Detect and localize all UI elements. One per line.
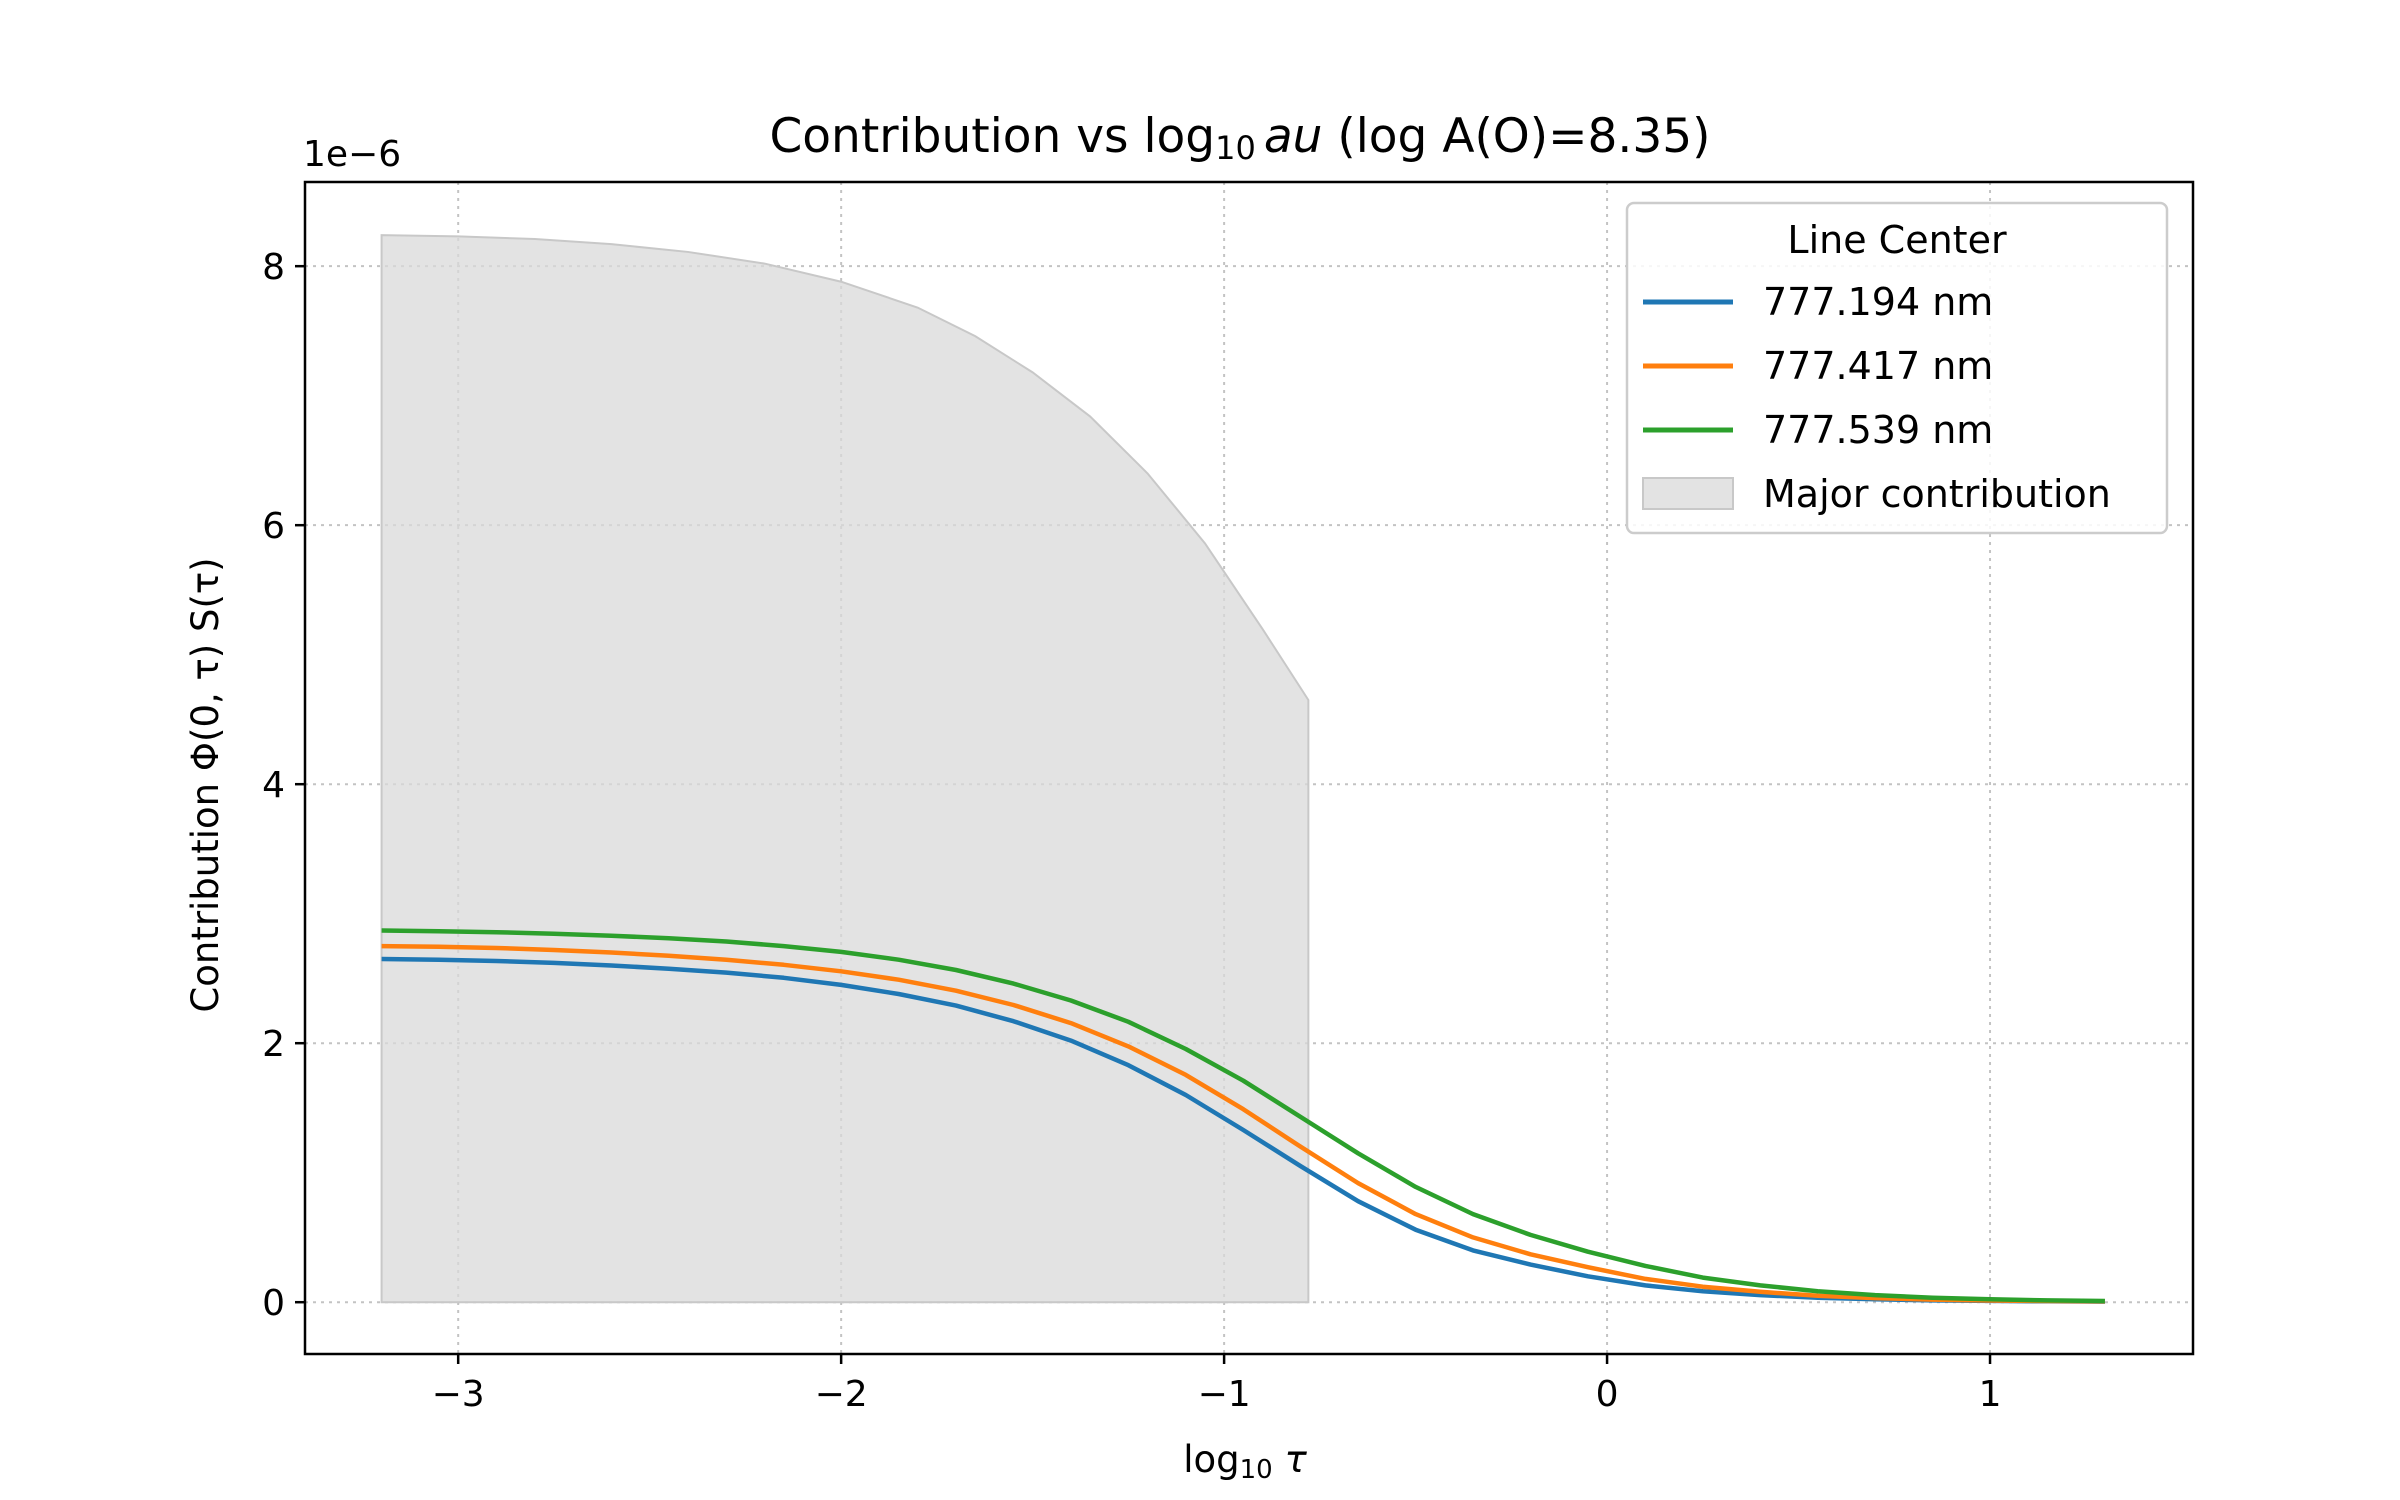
- xlabel-subscript: 10: [1240, 1455, 1273, 1485]
- series-line-1: [381, 943, 2105, 1304]
- x-tick-label-2: −1: [1198, 1374, 1251, 1415]
- y-tick-label-4: 8: [262, 247, 285, 288]
- x-tick-label-1: −2: [815, 1374, 868, 1415]
- chart-title: Contribution vs log10 au (log A(O)=8.35): [769, 109, 1710, 167]
- y-axis-label: Contribution Φ(0, τ) S(τ): [184, 557, 227, 1012]
- shaded-region-layer: [380, 234, 1310, 1304]
- x-axis-label: log10 τ: [1183, 1438, 1307, 1485]
- legend-label-777194: 777.194 nm: [1763, 280, 1993, 324]
- series-layer: [381, 928, 2105, 1304]
- y-offset-text: 1e−6: [303, 134, 401, 175]
- xlabel-part-2: τ: [1273, 1438, 1308, 1481]
- shaded-region-major-contribution: [380, 234, 1310, 1304]
- y-tick-label-0: 0: [262, 1283, 285, 1324]
- plot-frame: [303, 180, 2195, 1356]
- x-tick-label-4: 1: [1979, 1374, 2002, 1415]
- series-line-2: [381, 928, 2105, 1304]
- x-axis-ticks: −3 −2 −1 0 1: [432, 1354, 2002, 1415]
- legend-title: Line Center: [1787, 218, 2007, 262]
- y-tick-label-3: 6: [262, 506, 285, 547]
- x-tick-label-0: −3: [432, 1374, 485, 1415]
- title-part-2: (log A(O)=8.35): [1322, 109, 1710, 164]
- legend-frame: [1625, 201, 2169, 535]
- legend-label-777539: 777.539 nm: [1763, 408, 1993, 452]
- title-subscript: 10: [1215, 129, 1256, 167]
- xlabel-part-1: log: [1183, 1438, 1239, 1481]
- legend-label-777417: 777.417 nm: [1763, 344, 1993, 388]
- y-tick-label-2: 4: [262, 765, 285, 806]
- legend-swatch-major-contribution: [1642, 477, 1734, 510]
- y-axis-ticks: 0 2 4 6 8: [262, 247, 305, 1324]
- title-italic: au: [1264, 109, 1323, 164]
- x-tick-label-3: 0: [1596, 1374, 1619, 1415]
- y-tick-label-1: 2: [262, 1024, 285, 1065]
- title-part-1: Contribution vs log: [769, 109, 1215, 164]
- legend-label-major-contribution: Major contribution: [1763, 472, 2111, 516]
- legend: Line Center 777.194 nm 777.417 nm 777.53…: [1625, 201, 2169, 535]
